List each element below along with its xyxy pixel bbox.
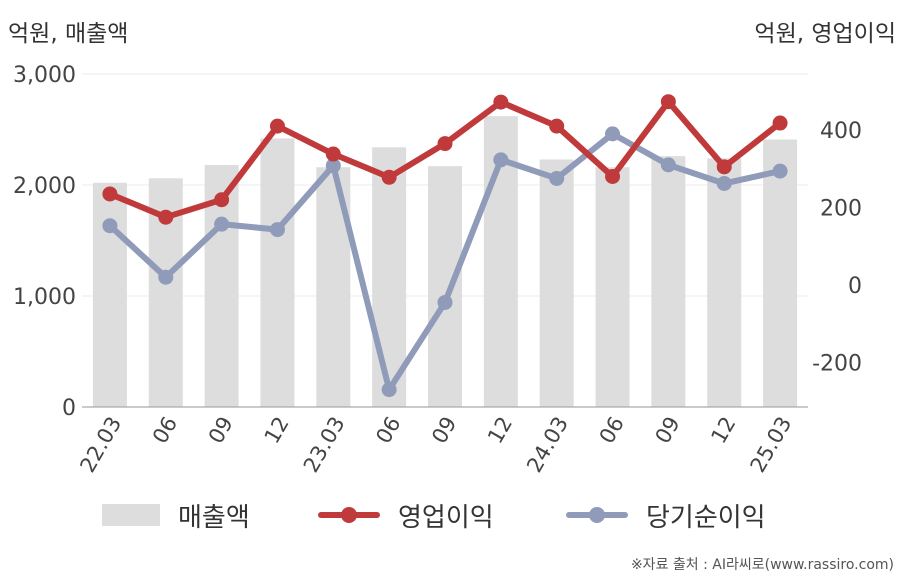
point-operating [214, 192, 230, 208]
legend-item-net: 당기순이익 [566, 495, 766, 535]
point-operating [102, 186, 118, 202]
point-net [102, 218, 118, 234]
point-operating [660, 94, 676, 110]
point-operating [325, 146, 341, 162]
point-operating [269, 118, 285, 134]
left-axis-unit: 억원, 매출액 [8, 21, 129, 47]
x-tick-label: 12 [260, 413, 294, 448]
x-tick-label: 12 [706, 413, 740, 448]
x-tick-label: 09 [427, 413, 461, 448]
x-tick-label: 22.03 [75, 413, 126, 477]
point-net [772, 163, 788, 179]
point-net [269, 222, 285, 238]
bar-revenue [260, 138, 295, 407]
right-axis-unit: 억원, 영업이익 [754, 21, 896, 47]
point-operating [381, 169, 397, 185]
bar-revenue [372, 147, 407, 407]
bar-revenue [92, 182, 127, 407]
x-tick-label: 12 [483, 413, 517, 448]
bar-revenue [763, 139, 798, 408]
bar-revenue [428, 166, 462, 407]
point-net [437, 294, 453, 310]
legend-label-operating: 영업이익 [398, 502, 494, 533]
x-tick-label: 09 [651, 413, 685, 448]
point-operating [437, 136, 453, 152]
point-net [605, 126, 621, 142]
bar-revenue [539, 159, 574, 407]
x-tick-label: 06 [595, 413, 629, 448]
x-tick-label: 24.03 [522, 413, 573, 477]
right-tick-label: -200 [812, 352, 862, 377]
point-operating [716, 159, 732, 175]
point-net [158, 269, 174, 285]
x-tick-label: 23.03 [299, 413, 350, 477]
legend-swatch-revenue [102, 504, 160, 526]
right-tick-label: 0 [848, 274, 862, 299]
point-net [325, 158, 341, 174]
legend-item-revenue: 매출액 [102, 495, 250, 535]
right-tick-label: 400 [820, 119, 862, 144]
legend-swatch-operating [318, 505, 380, 525]
legend-swatch-net [566, 505, 628, 525]
point-operating [605, 169, 621, 184]
source-note: ※자료 출처 : AI라씨로(www.rassiro.com) [630, 557, 894, 573]
legend-item-operating: 영업이익 [318, 495, 494, 535]
bar-revenue [651, 156, 686, 407]
point-net [493, 152, 509, 168]
point-net [660, 157, 676, 173]
point-operating [158, 209, 174, 225]
legend-label-revenue: 매출액 [178, 502, 250, 533]
x-tick-label: 06 [148, 413, 182, 448]
bar-revenue [595, 167, 630, 407]
point-net [549, 170, 565, 186]
x-tick-label: 25.03 [746, 413, 797, 477]
legend-label-net: 당기순이익 [646, 502, 766, 533]
point-net [381, 382, 397, 398]
left-tick-label: 0 [62, 396, 76, 421]
left-tick-label: 2,000 [13, 174, 76, 199]
point-operating [493, 94, 509, 110]
point-net [214, 216, 230, 232]
left-tick-label: 1,000 [13, 285, 76, 310]
point-operating [549, 118, 565, 134]
legend: 매출액 영업이익 당기순이익 [0, 495, 908, 535]
left-tick-label: 3,000 [13, 63, 76, 88]
point-operating [772, 115, 788, 131]
bar-revenue [707, 158, 742, 407]
right-tick-label: 200 [820, 197, 862, 222]
point-net [716, 175, 732, 191]
x-tick-label: 09 [204, 413, 238, 448]
x-tick-label: 06 [371, 413, 405, 448]
